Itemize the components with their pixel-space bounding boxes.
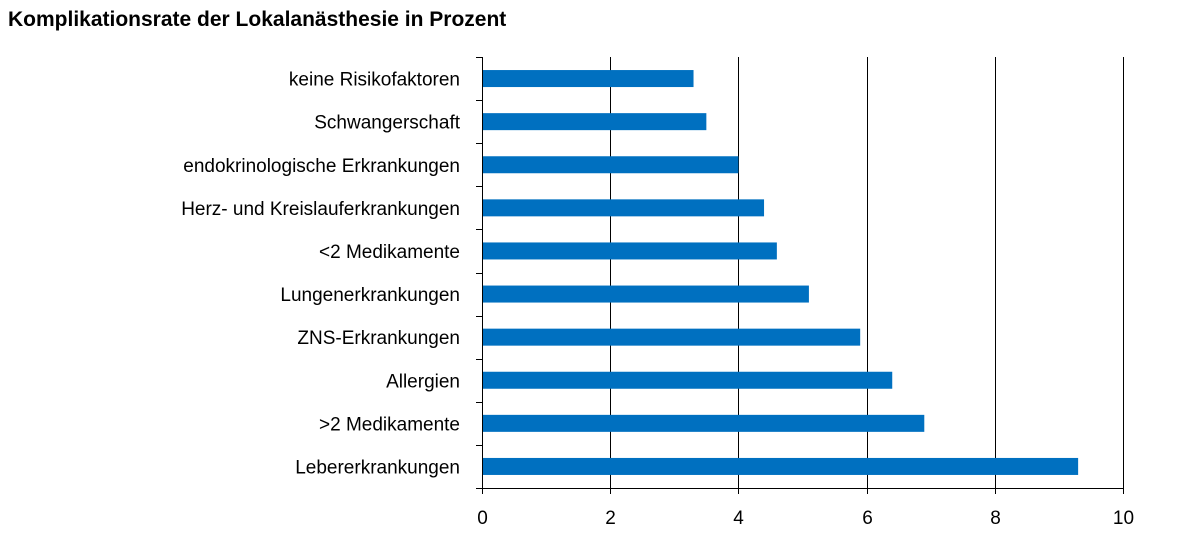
category-label: Herz- und Kreislauferkrankungen <box>181 199 460 220</box>
x-tick-label: 10 <box>1113 508 1134 529</box>
category-label: ZNS-Erkrankungen <box>297 328 460 349</box>
bar-chart: keine Risikofaktoren Schwangerschaft endok… <box>0 0 1193 545</box>
category-labels: keine Risikofaktoren Schwangerschaft endok… <box>181 70 461 479</box>
x-tick-label: 8 <box>990 508 1001 529</box>
category-label: Allergien <box>386 371 460 392</box>
x-tick-labels: 0 2 4 6 8 10 <box>477 508 1134 529</box>
bar <box>483 329 860 346</box>
category-label: Lebererkrankungen <box>295 457 460 478</box>
bar <box>483 242 777 259</box>
bar <box>483 372 892 389</box>
x-tick-label: 6 <box>862 508 873 529</box>
bar <box>483 458 1078 475</box>
category-label: keine Risikofaktoren <box>289 70 460 91</box>
category-label: endokrinologische Erkrankungen <box>183 156 460 177</box>
x-tick-label: 4 <box>733 508 744 529</box>
category-label: <2 Medikamente <box>319 242 460 263</box>
bar <box>483 70 694 87</box>
bar <box>483 156 738 173</box>
category-label: Schwangerschaft <box>314 113 460 134</box>
x-tick-label: 0 <box>477 508 488 529</box>
category-label: Lungenerkrankungen <box>280 285 460 306</box>
bar <box>483 415 924 432</box>
bar <box>483 199 764 216</box>
x-tick-label: 2 <box>605 508 616 529</box>
bar <box>483 113 706 130</box>
bar <box>483 286 809 303</box>
bars <box>483 70 1078 475</box>
category-label: >2 Medikamente <box>319 414 460 435</box>
